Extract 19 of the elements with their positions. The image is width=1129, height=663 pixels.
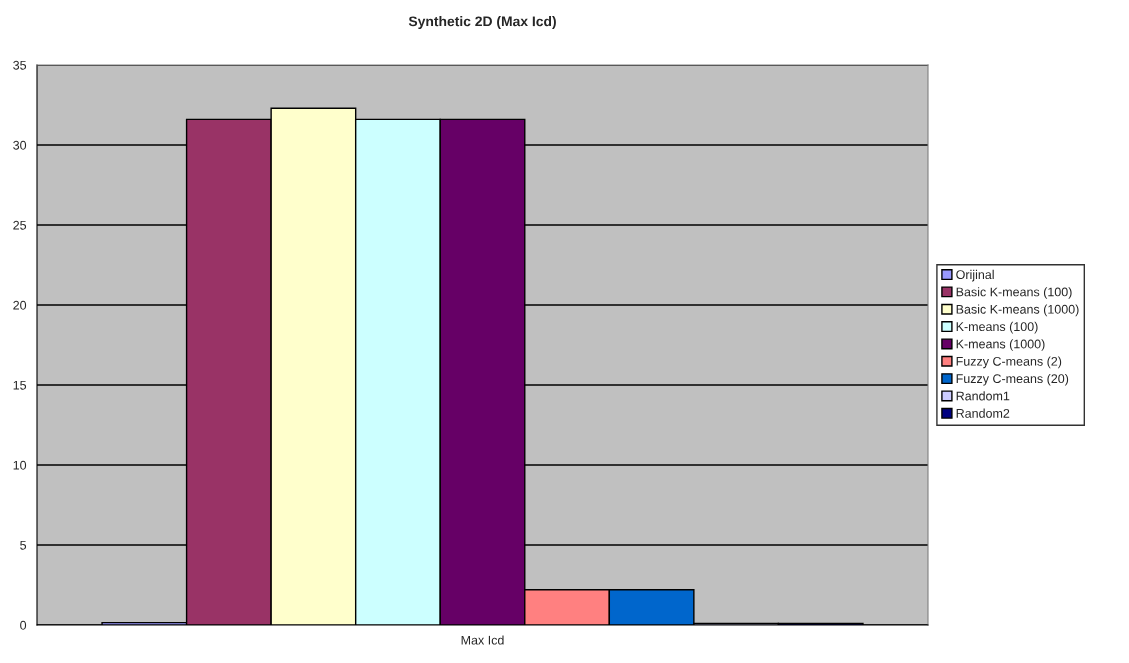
legend-label: Fuzzy C-means (20) xyxy=(956,373,1069,386)
y-tick-label: 20 xyxy=(13,300,27,310)
y-tick-label: 30 xyxy=(13,140,27,150)
legend-label: Orijinal xyxy=(956,269,994,282)
legend-label: Basic K-means (1000) xyxy=(956,304,1079,317)
y-tick-label: 35 xyxy=(13,60,27,70)
legend-label: K-means (100) xyxy=(956,321,1038,334)
y-tick-label: 25 xyxy=(13,220,27,230)
legend-label: K-means (1000) xyxy=(956,339,1045,351)
y-tick-label: 10 xyxy=(13,460,27,470)
legend-label: Fuzzy C-means (2) xyxy=(956,356,1062,369)
y-tick-label: 15 xyxy=(13,380,27,390)
legend-label: Random2 xyxy=(956,408,1010,418)
x-tick-label: Max Icd xyxy=(461,635,504,645)
y-tick-label: 0 xyxy=(20,620,27,630)
legend-label: Random1 xyxy=(956,391,1010,401)
legend-label: Basic K-means (100) xyxy=(956,287,1072,299)
chart-title: Synthetic 2D (Max Icd) xyxy=(408,16,556,29)
y-tick-label: 5 xyxy=(20,540,27,550)
